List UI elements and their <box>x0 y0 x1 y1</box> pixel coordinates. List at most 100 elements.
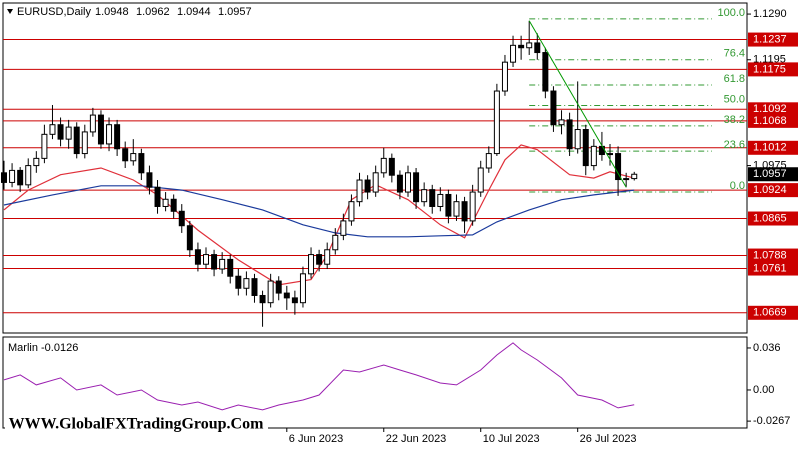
candle-body <box>485 153 492 169</box>
candle-body <box>477 167 484 193</box>
header-close: 1.0957 <box>218 6 252 18</box>
candle-body <box>17 169 24 186</box>
candle-body <box>49 124 56 135</box>
level-label: 1.0669 <box>753 307 787 319</box>
fib-label: 23.6 <box>724 139 745 151</box>
level-label: 1.1092 <box>753 103 787 115</box>
level-label: 1.1175 <box>753 63 786 75</box>
candle-body <box>607 153 613 156</box>
candle-body <box>65 126 72 140</box>
candle-body <box>421 189 428 203</box>
level-label-box <box>748 305 798 320</box>
main-frame <box>2 2 748 334</box>
candle-body <box>526 42 533 49</box>
header-high: 1.0962 <box>136 6 170 18</box>
candle-body <box>380 157 387 174</box>
candle-body <box>259 294 266 304</box>
level-label-box <box>748 32 798 47</box>
candle-body <box>89 114 96 133</box>
candle-body <box>510 44 517 63</box>
candle-body <box>299 273 306 304</box>
candle-body <box>106 124 113 145</box>
candle-body <box>146 172 153 188</box>
candle-body <box>558 119 565 126</box>
moving-average <box>3 144 635 286</box>
candle-body <box>138 153 145 174</box>
indicator-title: Marlin -0.0126 <box>8 342 78 354</box>
candle-body <box>154 186 161 207</box>
candle-body <box>267 280 274 304</box>
level-label-box <box>748 261 798 276</box>
candle-body <box>162 198 169 207</box>
level-label-box <box>748 140 798 155</box>
candle-body <box>33 157 40 167</box>
header-low: 1.0944 <box>177 6 211 18</box>
level-label: 1.1068 <box>753 115 787 127</box>
candle-body <box>251 278 258 296</box>
candle-body <box>388 157 395 176</box>
candle-body <box>186 225 193 251</box>
candle-body <box>41 133 48 159</box>
candle-body <box>308 254 315 275</box>
candle-body <box>324 249 331 265</box>
candle-body <box>413 172 420 203</box>
candle-body <box>73 126 80 155</box>
level-label: 1.1237 <box>753 33 787 45</box>
candle-body <box>615 153 622 181</box>
candle-body <box>518 44 525 49</box>
candle-body <box>542 52 549 92</box>
candle-body <box>178 210 185 227</box>
current-price: 1.0957 <box>753 168 787 180</box>
candle-body <box>211 254 218 270</box>
candle-body <box>235 275 242 289</box>
candle-body <box>114 124 121 150</box>
candle-body <box>550 90 557 126</box>
level-label-box <box>748 113 798 128</box>
candle-body <box>623 178 630 181</box>
candle-body <box>219 258 226 270</box>
indicator-tick-label: -0.0267 <box>753 415 790 427</box>
candle-body <box>364 179 371 193</box>
candle-body <box>437 193 444 207</box>
candle-body <box>501 61 508 92</box>
candle-body <box>469 191 476 222</box>
candle-body <box>534 42 541 54</box>
candle-body <box>9 169 16 183</box>
level-label-box <box>748 211 798 226</box>
indicator-line <box>3 342 635 411</box>
watermark-box <box>5 411 268 438</box>
level-label: 1.0788 <box>753 249 787 261</box>
level-label: 1.0761 <box>753 262 787 274</box>
x-tick-label: 22 Jun 2023 <box>386 433 447 445</box>
candle-body <box>97 114 104 145</box>
candle-body <box>453 201 460 217</box>
candle-body <box>461 201 468 222</box>
candle-body <box>316 254 323 265</box>
candle-body <box>396 174 403 193</box>
level-label-box <box>748 183 798 198</box>
level-label-box <box>748 102 798 117</box>
trendline <box>528 20 627 188</box>
watermark: WWW.GlobalFXTradingGroup.Com <box>9 416 265 433</box>
fib-label: 61.8 <box>724 73 745 85</box>
moving-average <box>3 185 635 238</box>
indicator-frame <box>2 336 748 429</box>
candle-body <box>194 249 201 265</box>
candle-body <box>590 145 597 167</box>
candle-body <box>340 220 347 236</box>
level-label: 1.0865 <box>753 212 787 224</box>
y-tick-label: 1.1290 <box>753 8 787 20</box>
candle-body <box>291 297 298 304</box>
candle-body <box>130 153 137 162</box>
candle-body <box>25 165 32 186</box>
level-label: 1.1012 <box>753 142 787 154</box>
x-tick-label: 10 Jul 2023 <box>483 433 540 445</box>
candle-body <box>1 172 7 183</box>
candle-body <box>348 201 355 222</box>
level-label: 1.0924 <box>753 184 787 196</box>
candle-body <box>445 193 452 217</box>
x-tick-label: 26 Jul 2023 <box>580 433 637 445</box>
candle-body <box>81 131 88 155</box>
symbol-icon <box>7 9 13 14</box>
x-tick-label: 6 Jun 2023 <box>289 433 343 445</box>
